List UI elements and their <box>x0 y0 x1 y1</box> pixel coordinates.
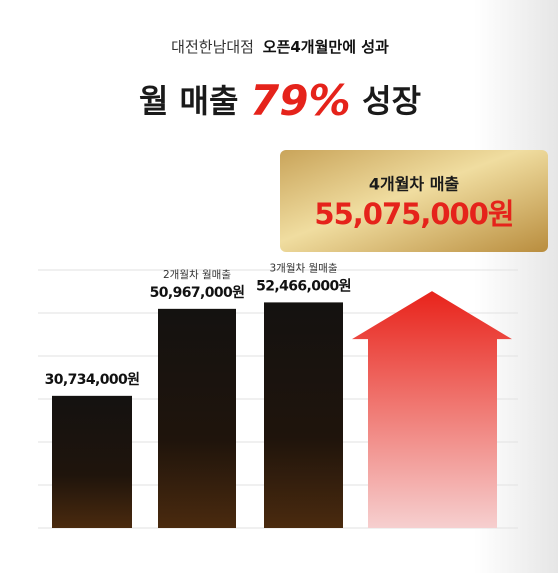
bar <box>158 308 236 528</box>
plot: 30,734,000원 50,967,000원 2개월차 월매출 52,466,000… <box>38 262 518 529</box>
bar <box>52 395 132 528</box>
subtitle-part: 대전한남대점 <box>171 38 254 56</box>
title-part: 성장 <box>362 82 421 120</box>
growth-arrow <box>352 291 512 528</box>
title-part: 월 매출 <box>139 82 238 120</box>
subtitle-part: 오픈4개월만에 성과 <box>263 38 389 56</box>
callout-layer: 4개월차 매출 55,075,000원 <box>280 150 548 252</box>
callout-box <box>280 150 548 252</box>
title: 월 매출 79% 성장 <box>139 76 421 125</box>
title-part: 79% <box>250 76 351 125</box>
value-label: 52,466,000원 <box>256 278 351 294</box>
value-label: 30,734,000원 <box>45 372 140 388</box>
bar <box>264 302 343 528</box>
category-label: 3개월차 월매출 <box>270 262 338 274</box>
category-label: 2개월차 월매출 <box>163 269 231 281</box>
value-label: 50,967,000원 <box>150 285 245 301</box>
category-label: 4개월차 매출 <box>369 175 460 194</box>
value-label: 55,075,000원 <box>314 197 513 231</box>
subtitle: 대전한남대점 오픈4개월만에 성과 <box>171 38 389 56</box>
